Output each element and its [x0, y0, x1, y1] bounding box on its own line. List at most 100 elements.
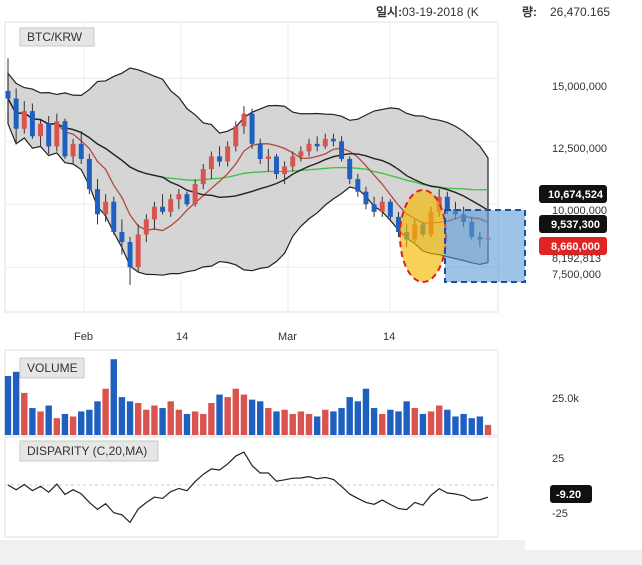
- badge-last-price: [539, 237, 607, 255]
- volume-bar-13: [110, 359, 117, 435]
- volume-header-label: 량:: [522, 5, 537, 19]
- y-tick-7-5m: 7,500,000: [552, 269, 601, 281]
- candle-body-5: [46, 123, 52, 147]
- volume-bar-54: [444, 409, 451, 435]
- volume-bar-18: [151, 405, 158, 435]
- candle-body-25: [208, 156, 214, 170]
- volume-bar-0: [4, 376, 12, 435]
- candle-body-34: [282, 166, 288, 175]
- candle-body-7: [62, 121, 68, 157]
- volume-bar-10: [86, 409, 93, 435]
- volume-bar-30: [248, 399, 256, 435]
- volume-title: VOLUME: [27, 361, 78, 375]
- y-tick-lower-partial: 8,192,813: [552, 253, 601, 265]
- badge-last-price-text: 8,660,000: [551, 241, 600, 253]
- volume-bar-37: [305, 413, 313, 435]
- volume-bar-43: [354, 401, 362, 435]
- volume-bar-4: [37, 411, 44, 435]
- disparity-line-path: [7, 451, 489, 524]
- blue-highlight-box: [444, 209, 526, 283]
- volume-bar-28: [232, 388, 239, 435]
- volume-bar-8: [69, 416, 77, 435]
- date-value: 03-19-2018 (K: [402, 5, 479, 19]
- volume-bar-6: [53, 418, 61, 435]
- volume-bar-29: [240, 394, 248, 435]
- y-tick-12-5m: 12,500,000: [552, 143, 607, 155]
- volume-bar-7: [61, 413, 69, 435]
- candle-body-0: [5, 90, 11, 99]
- volume-bar-58: [476, 416, 484, 435]
- volume-bar-34: [281, 409, 288, 435]
- candle-body-26: [217, 156, 223, 162]
- volume-bar-52: [427, 411, 435, 435]
- volume-bar-21: [175, 409, 183, 435]
- candle-body-32: [265, 156, 271, 159]
- volume-header-value: 26,470.165: [550, 5, 610, 19]
- candle-body-19: [160, 206, 166, 212]
- volume-bar-17: [143, 409, 150, 435]
- candle-body-31: [257, 143, 263, 159]
- candle-body-46: [379, 201, 385, 212]
- candle-body-12: [103, 201, 109, 215]
- candle-body-2: [21, 111, 27, 129]
- candle-body-33: [273, 156, 279, 175]
- candle-body-13: [111, 201, 117, 232]
- symbol-label: BTC/KRW: [27, 30, 83, 44]
- volume-bar-57: [468, 418, 475, 435]
- candle-body-23: [192, 184, 198, 205]
- y-tick-15m: 15,000,000: [552, 81, 607, 93]
- volume-bars: [4, 359, 492, 435]
- volume-bar-25: [208, 403, 215, 435]
- candle-body-44: [363, 191, 369, 205]
- volume-bar-3: [29, 408, 36, 435]
- x-tick-14-feb: 14: [176, 331, 188, 343]
- disparity-title: DISPARITY (C,20,MA): [27, 444, 147, 458]
- candle-body-17: [143, 219, 149, 235]
- candle-body-21: [176, 194, 182, 200]
- symbol-label-box: [19, 27, 95, 47]
- candle-body-1: [13, 98, 19, 129]
- disparity-tick-25: 25: [552, 453, 564, 465]
- disparity-tick-neg25: -25: [552, 508, 568, 520]
- volume-bar-50: [411, 408, 418, 435]
- ma-black-line: [7, 98, 489, 211]
- volume-bar-48: [395, 411, 402, 435]
- candle-body-35: [290, 156, 296, 167]
- volume-bar-20: [167, 401, 174, 435]
- volume-bar-22: [183, 413, 191, 435]
- volume-bar-14: [118, 397, 126, 435]
- x-tick-feb: Feb: [74, 331, 93, 343]
- badge-upper-band: [539, 185, 607, 203]
- candle-body-11: [95, 189, 100, 215]
- candle-body-29: [241, 113, 247, 127]
- candle-body-38: [314, 143, 320, 147]
- candle-body-41: [339, 141, 345, 159]
- orange-highlight-ellipse: [399, 189, 447, 283]
- volume-bar-16: [134, 403, 142, 435]
- candle-body-9: [78, 143, 84, 159]
- x-tick-14-mar: 14: [383, 331, 395, 343]
- volume-bar-44: [362, 388, 370, 435]
- volume-bar-27: [224, 397, 231, 435]
- candle-body-47: [387, 201, 393, 217]
- badge-ma: [539, 215, 607, 233]
- volume-bar-1: [12, 371, 20, 435]
- volume-tick-25k: 25.0k: [552, 393, 579, 405]
- volume-bar-12: [102, 388, 109, 435]
- volume-bar-5: [45, 405, 52, 435]
- disparity-badge: [550, 485, 592, 503]
- bottom-gray-strip: [0, 540, 525, 565]
- candle-body-54: [444, 196, 450, 210]
- volume-bar-23: [191, 411, 199, 435]
- volume-bar-11: [94, 401, 101, 435]
- y-tick-10m-partial: 10,000,000: [552, 205, 607, 217]
- volume-bar-19: [159, 408, 166, 435]
- badge-upper-band-text: 10,674,524: [548, 189, 604, 201]
- disparity-title-box: [19, 440, 159, 462]
- candle-body-24: [200, 169, 206, 185]
- candle-body-45: [371, 204, 377, 212]
- candle-body-6: [54, 121, 60, 147]
- candle-body-37: [306, 143, 312, 152]
- volume-bar-31: [257, 401, 264, 435]
